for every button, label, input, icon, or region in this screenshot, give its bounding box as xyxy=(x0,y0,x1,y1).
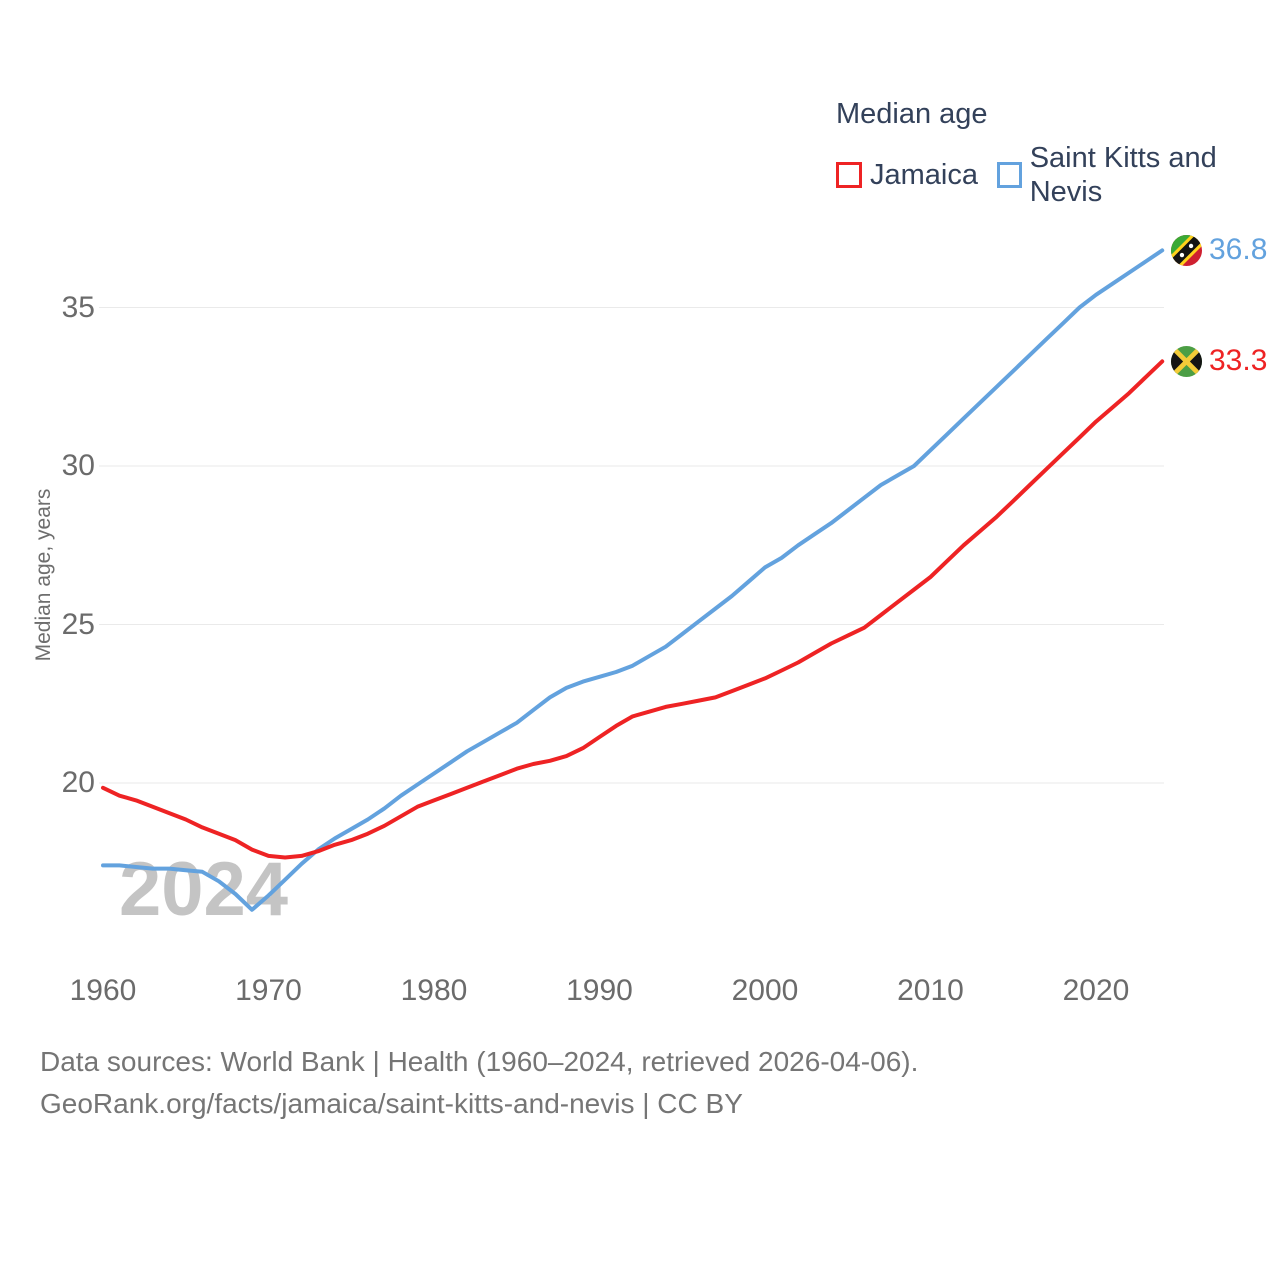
x-tick-label: 1990 xyxy=(566,974,633,1007)
saint-kitts-and-nevis-swatch-icon xyxy=(997,162,1022,188)
legend-row: Jamaica Saint Kitts and Nevis xyxy=(836,141,1280,209)
y-tick-label: 25 xyxy=(61,607,95,641)
x-tick-label: 2020 xyxy=(1062,974,1130,1007)
legend-title: Median age xyxy=(836,98,988,130)
watermark: 2024 xyxy=(119,847,289,932)
end-value: 33.3 xyxy=(1209,344,1268,378)
end-label-jamaica: 33.3 xyxy=(1171,342,1267,380)
x-tick-label: 1960 xyxy=(69,974,137,1007)
footer-data-sources: Data sources: World Bank | Health (1960–… xyxy=(40,1046,919,1077)
legend-item-jamaica[interactable]: Jamaica xyxy=(836,158,978,192)
x-tick-label: 2000 xyxy=(731,974,799,1007)
x-tick-label: 2010 xyxy=(897,974,964,1007)
footer-attribution: GeoRank.org/facts/jamaica/saint-kitts-an… xyxy=(40,1088,743,1119)
y-tick-label: 20 xyxy=(61,766,95,799)
series-line-saint-kitts-and-nevis[interactable] xyxy=(101,248,1165,912)
jamaica-swatch-icon xyxy=(836,162,862,188)
end-value: 36.8 xyxy=(1209,233,1268,267)
y-tick-label: 35 xyxy=(61,290,95,324)
saint-kitts-and-nevis-flag-icon xyxy=(1171,234,1202,266)
end-label-saint-kitts-and-nevis: 36.8 xyxy=(1171,231,1267,269)
legend-item-label: Saint Kitts and Nevis xyxy=(1029,142,1217,208)
legend: Median age Jamaica Saint Kitts and Nevis xyxy=(836,97,1280,209)
legend-item-saint-kitts-and-nevis[interactable]: Saint Kitts and Nevis xyxy=(997,141,1280,209)
jamaica-flag-icon xyxy=(1171,345,1202,377)
x-tick-label: 1970 xyxy=(235,974,302,1007)
gridlines xyxy=(99,307,1164,784)
series-line-jamaica[interactable] xyxy=(101,359,1165,860)
x-tick-label: 1980 xyxy=(400,974,468,1007)
y-tick-label: 30 xyxy=(61,449,95,482)
legend-item-label: Jamaica xyxy=(870,159,978,191)
